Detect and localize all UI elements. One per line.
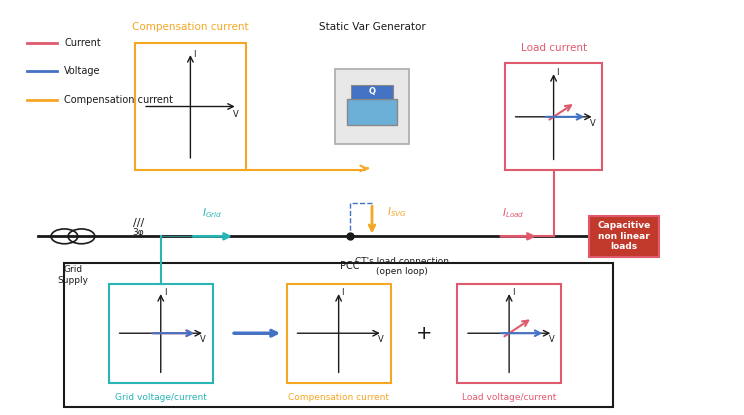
Text: I: I — [164, 288, 166, 297]
Text: V: V — [378, 334, 384, 344]
Text: +: + — [416, 324, 432, 343]
Text: Voltage: Voltage — [65, 66, 101, 76]
FancyBboxPatch shape — [347, 99, 397, 125]
FancyBboxPatch shape — [350, 85, 394, 99]
FancyBboxPatch shape — [335, 69, 409, 144]
FancyBboxPatch shape — [286, 284, 391, 383]
Text: Compensation current: Compensation current — [65, 95, 173, 105]
Text: Compensation current: Compensation current — [288, 393, 389, 402]
Text: Load current: Load current — [521, 43, 587, 53]
Text: V: V — [590, 119, 596, 128]
Text: ///: /// — [133, 218, 144, 228]
Text: I: I — [341, 288, 344, 297]
FancyBboxPatch shape — [135, 43, 246, 171]
Text: I: I — [193, 50, 196, 59]
FancyBboxPatch shape — [65, 263, 613, 408]
Text: I: I — [557, 68, 559, 77]
Text: V: V — [549, 334, 554, 344]
Text: $I_{Load}$: $I_{Load}$ — [501, 206, 525, 220]
Text: Grid voltage/current: Grid voltage/current — [115, 393, 207, 402]
FancyBboxPatch shape — [589, 216, 659, 257]
Text: Current: Current — [65, 38, 101, 48]
Text: Grid
Supply: Grid Supply — [58, 265, 89, 285]
Text: 3φ: 3φ — [132, 228, 144, 237]
Text: Load voltage/current: Load voltage/current — [462, 393, 557, 402]
FancyBboxPatch shape — [505, 63, 602, 171]
Text: I: I — [512, 288, 515, 297]
Text: V: V — [233, 110, 239, 119]
Text: Compensation current: Compensation current — [132, 22, 248, 32]
Text: V: V — [200, 334, 206, 344]
Text: PCC: PCC — [340, 261, 359, 271]
FancyBboxPatch shape — [458, 284, 561, 383]
Text: Static Var Generator: Static Var Generator — [318, 22, 426, 32]
Text: CT's load connection
(open loop): CT's load connection (open loop) — [355, 257, 449, 276]
FancyBboxPatch shape — [109, 284, 213, 383]
Text: Q: Q — [368, 87, 376, 96]
Text: $I_{SVG}$: $I_{SVG}$ — [387, 205, 407, 219]
Text: Capacitive
non linear
loads: Capacitive non linear loads — [597, 222, 651, 251]
Text: $I_{Grid}$: $I_{Grid}$ — [202, 206, 222, 220]
